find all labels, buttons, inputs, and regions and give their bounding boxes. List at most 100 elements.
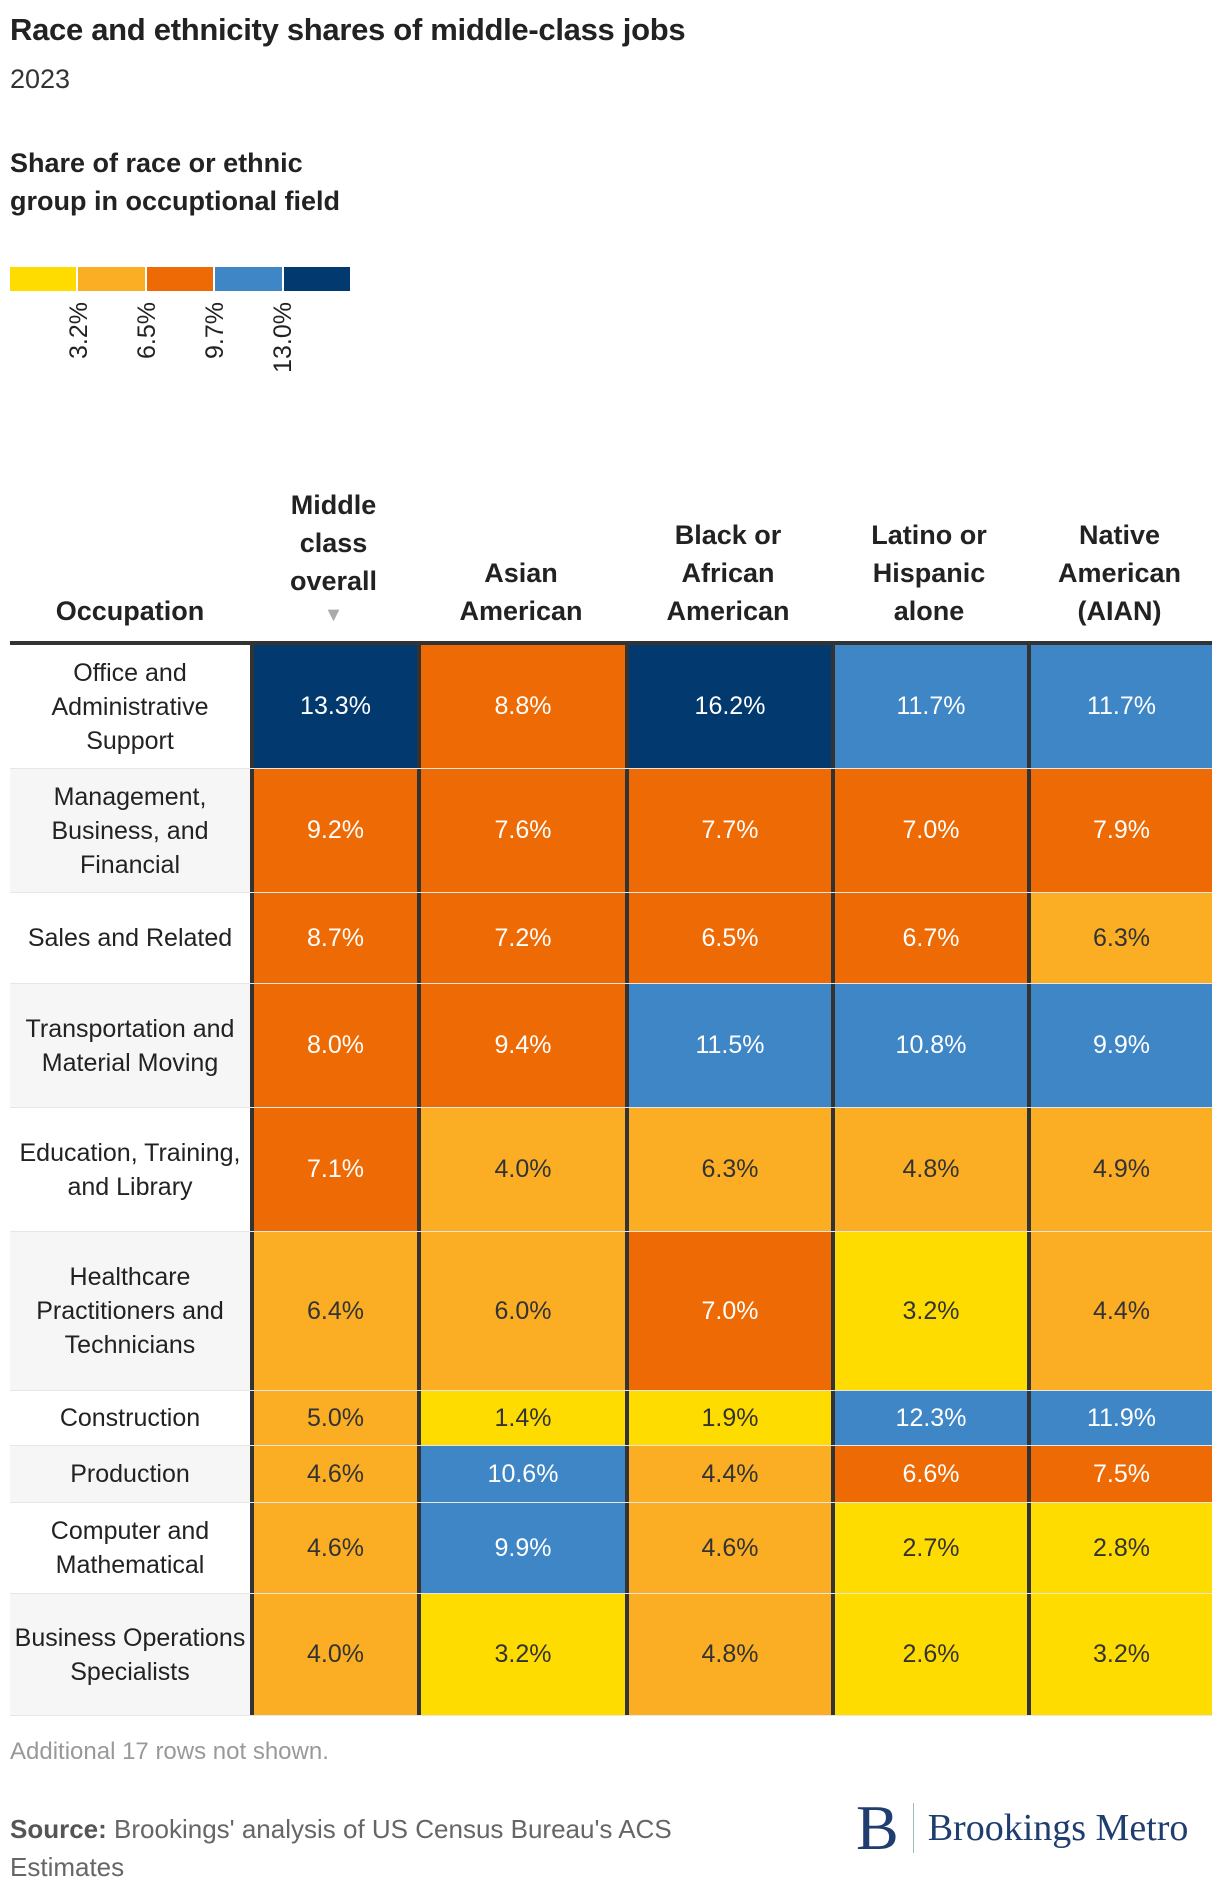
heatmap-cell: 9.9% xyxy=(417,1503,625,1593)
occupation-label: Healthcare Practitioners and Technicians xyxy=(10,1232,250,1390)
column-header-occupation[interactable]: Occupation xyxy=(10,470,250,630)
table-row: Management, Business, and Financial 9.2% 7… xyxy=(10,769,1212,893)
occupation-label: Production xyxy=(10,1446,250,1502)
heatmap-table: Office and Administrative Support 13.3% 8.… xyxy=(10,645,1212,1716)
heatmap-cell: 8.0% xyxy=(250,984,417,1107)
heatmap-cell: 7.0% xyxy=(831,769,1027,892)
column-header[interactable]: Black or African American xyxy=(653,470,803,630)
legend-tick-label: 3.2% xyxy=(65,302,93,359)
heatmap-cell: 3.2% xyxy=(417,1594,625,1715)
column-header-label: Middle class overall xyxy=(289,490,378,596)
occupation-label: Construction xyxy=(10,1391,250,1445)
source-text: Brookings' analysis of US Census Bureau'… xyxy=(10,1814,672,1882)
heatmap-cell: 9.4% xyxy=(417,984,625,1107)
table-row: Business Operations Specialists 4.0% 3.2% 4… xyxy=(10,1594,1212,1716)
heatmap-cell: 6.7% xyxy=(831,893,1027,983)
heatmap-cell: 7.0% xyxy=(625,1232,831,1390)
occupation-label: Education, Training, and Library xyxy=(10,1108,250,1231)
legend-tick-label: 9.7% xyxy=(201,302,229,359)
column-header[interactable]: Native American (AIAN) xyxy=(1040,470,1200,630)
heatmap-cell: 6.0% xyxy=(417,1232,625,1390)
brookings-metro-logo: B Brookings Metro xyxy=(856,1792,1189,1863)
heatmap-cell: 4.6% xyxy=(625,1503,831,1593)
heatmap-cell: 3.2% xyxy=(1027,1594,1212,1715)
heatmap-cell: 7.9% xyxy=(1027,769,1212,892)
heatmap-cell: 11.5% xyxy=(625,984,831,1107)
table-row: Healthcare Practitioners and Technicians… xyxy=(10,1232,1212,1391)
occupation-label: Sales and Related xyxy=(10,893,250,983)
table-row: Computer and Mathematical 4.6% 9.9% 4.6% 2.7… xyxy=(10,1503,1212,1594)
heatmap-cell: 7.2% xyxy=(417,893,625,983)
heatmap-cell: 8.7% xyxy=(250,893,417,983)
column-header-label: Asian American xyxy=(459,558,583,626)
legend-color-scale xyxy=(10,267,351,291)
heatmap-cell: 16.2% xyxy=(625,645,831,768)
chart-subtitle: 2023 xyxy=(10,64,71,94)
rows-note: Additional 17 rows not shown. xyxy=(10,1738,329,1765)
heatmap-cell: 9.9% xyxy=(1027,984,1212,1107)
heatmap-cell: 7.5% xyxy=(1027,1446,1212,1502)
column-header[interactable]: Latino or Hispanic alone xyxy=(859,470,999,630)
occupation-label: Management, Business, and Financial xyxy=(10,769,250,892)
heatmap-cell: 10.8% xyxy=(831,984,1027,1107)
table-row: Production 4.6% 10.6% 4.4% 6.6% 7.5% xyxy=(10,1446,1212,1503)
source-label: Source: xyxy=(10,1814,107,1844)
heatmap-cell: 5.0% xyxy=(250,1391,417,1445)
heatmap-cell: 7.6% xyxy=(417,769,625,892)
table-row: Transportation and Material Moving 8.0% 9.… xyxy=(10,984,1212,1108)
heatmap-cell: 6.5% xyxy=(625,893,831,983)
sort-down-icon[interactable]: ▼ xyxy=(323,604,344,626)
heatmap-cell: 2.6% xyxy=(831,1594,1027,1715)
heatmap-cell: 6.3% xyxy=(625,1108,831,1231)
heatmap-cell: 11.7% xyxy=(1027,645,1212,768)
logo-mark: B xyxy=(856,1792,899,1863)
heatmap-cell: 8.8% xyxy=(417,645,625,768)
header-divider xyxy=(10,641,1212,645)
legend-tick-label: 13.0% xyxy=(269,302,297,373)
heatmap-cell: 7.7% xyxy=(625,769,831,892)
heatmap-cell: 4.6% xyxy=(250,1446,417,1502)
heatmap-cell: 11.9% xyxy=(1027,1391,1212,1445)
heatmap-cell: 7.1% xyxy=(250,1108,417,1231)
heatmap-cell: 4.4% xyxy=(1027,1232,1212,1390)
legend-swatch xyxy=(146,267,214,291)
occupation-label: Business Operations Specialists xyxy=(10,1594,250,1715)
occupation-label: Office and Administrative Support xyxy=(10,645,250,768)
heatmap-cell: 4.4% xyxy=(625,1446,831,1502)
heatmap-cell: 3.2% xyxy=(831,1232,1027,1390)
source-note: Source: Brookings' analysis of US Census… xyxy=(10,1810,750,1886)
legend-title: Share of race or ethnic group in occupti… xyxy=(10,148,340,216)
chart-title: Race and ethnicity shares of middle-clas… xyxy=(10,12,686,47)
heatmap-cell: 4.8% xyxy=(625,1594,831,1715)
heatmap-cell: 4.6% xyxy=(250,1503,417,1593)
column-header-label: Native American (AIAN) xyxy=(1057,520,1182,626)
heatmap-cell: 4.9% xyxy=(1027,1108,1212,1231)
heatmap-cell: 6.4% xyxy=(250,1232,417,1390)
column-header-label: Black or African American xyxy=(666,520,790,626)
heatmap-cell: 4.0% xyxy=(250,1594,417,1715)
column-header[interactable]: Middle class overall ▼ xyxy=(274,470,394,630)
legend-tick-label: 6.5% xyxy=(133,302,161,359)
occupation-label: Computer and Mathematical xyxy=(10,1503,250,1593)
heatmap-cell: 1.4% xyxy=(417,1391,625,1445)
legend-swatch xyxy=(10,267,77,291)
column-header[interactable]: Asian American xyxy=(446,470,596,630)
heatmap-cell: 13.3% xyxy=(250,645,417,768)
occupation-label: Transportation and Material Moving xyxy=(10,984,250,1107)
column-header-label: Occupation xyxy=(55,596,205,626)
table-row: Construction 5.0% 1.4% 1.9% 12.3% 11.9% xyxy=(10,1391,1212,1446)
heatmap-cell: 10.6% xyxy=(417,1446,625,1502)
table-row: Education, Training, and Library 7.1% 4.0%… xyxy=(10,1108,1212,1232)
column-header-label: Latino or Hispanic alone xyxy=(871,520,987,626)
heatmap-cell: 4.8% xyxy=(831,1108,1027,1231)
heatmap-cell: 4.0% xyxy=(417,1108,625,1231)
legend-swatch xyxy=(283,267,351,291)
heatmap-cell: 12.3% xyxy=(831,1391,1027,1445)
heatmap-cell: 11.7% xyxy=(831,645,1027,768)
logo-separator xyxy=(912,1803,914,1853)
heatmap-cell: 2.8% xyxy=(1027,1503,1212,1593)
heatmap-cell: 9.2% xyxy=(250,769,417,892)
table-row: Sales and Related 8.7% 7.2% 6.5% 6.7% 6.3% xyxy=(10,893,1212,984)
logo-text: Brookings Metro xyxy=(927,1807,1189,1849)
heatmap-cell: 6.3% xyxy=(1027,893,1212,983)
